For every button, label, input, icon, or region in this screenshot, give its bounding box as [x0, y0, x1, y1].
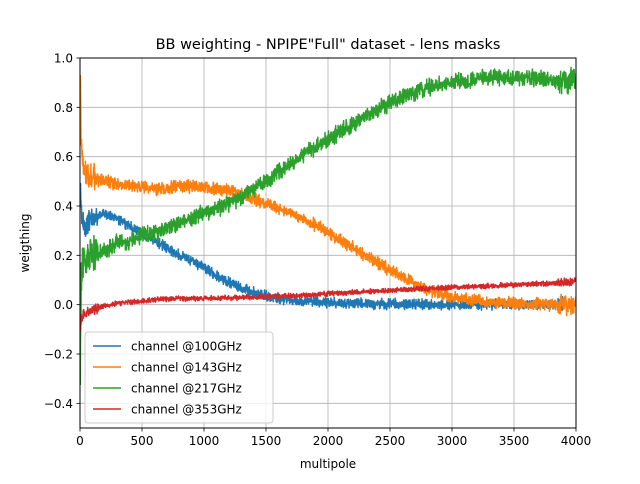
- y-tick-label: −0.2: [44, 348, 73, 362]
- legend-label: channel @353GHz: [131, 403, 242, 417]
- legend-label: channel @100GHz: [131, 340, 242, 354]
- x-tick-label: 500: [131, 434, 154, 448]
- x-tick-label: 3500: [499, 434, 530, 448]
- x-tick-label: 2500: [375, 434, 406, 448]
- x-tick-label: 1000: [189, 434, 220, 448]
- y-axis-label: weigthing: [18, 213, 32, 272]
- y-tick-label: 0.2: [54, 249, 73, 263]
- x-tick-label: 4000: [561, 434, 592, 448]
- x-tick-label: 0: [76, 434, 84, 448]
- series-line-3: [80, 277, 576, 332]
- x-tick-label: 1500: [251, 434, 282, 448]
- x-tick-label: 2000: [313, 434, 344, 448]
- series-line-1: [80, 75, 576, 317]
- x-tick-label: 3000: [437, 434, 468, 448]
- y-tick-label: 0.0: [54, 298, 73, 312]
- x-axis-label: multipole: [300, 457, 356, 471]
- legend-label: channel @217GHz: [131, 382, 242, 396]
- y-tick-label: 0.8: [54, 101, 73, 115]
- tick-layer: 0 500 1000 1500 2000 2500 3000 3500 4000 −0.4 −0.2…: [44, 52, 591, 449]
- y-tick-label: 1.0: [54, 52, 73, 66]
- series-line-2: [80, 66, 576, 386]
- y-tick-label: 0.4: [54, 200, 73, 214]
- y-tick-label: −0.4: [44, 397, 73, 411]
- series-layer: [80, 66, 576, 386]
- legend: channel @100GHz channel @143GHz channel @2…: [84, 331, 274, 424]
- legend-box: [84, 331, 274, 424]
- y-tick-label: 0.6: [54, 150, 73, 164]
- chart-title: BB weighting - NPIPE"Full" dataset - len…: [156, 37, 501, 53]
- legend-label: channel @143GHz: [131, 361, 242, 375]
